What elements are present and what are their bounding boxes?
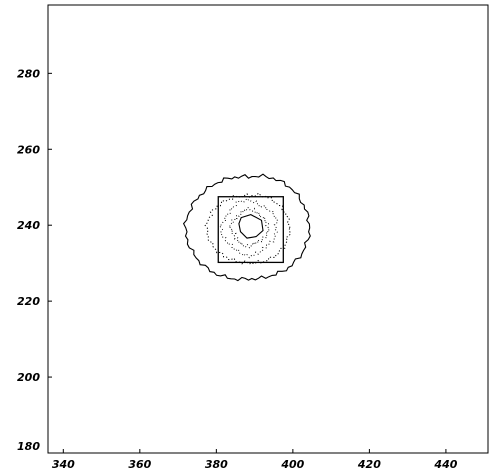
region-box [217, 196, 284, 264]
contour-outer [182, 173, 311, 282]
y-tick-label: 240 [17, 219, 40, 232]
contour-middle [204, 192, 292, 265]
x-tick-label: 420 [357, 458, 381, 471]
contour-lines [182, 173, 311, 282]
x-tick-label: 360 [128, 458, 151, 471]
y-tick-label: 280 [17, 67, 40, 80]
y-tick-label: 260 [17, 143, 40, 156]
x-tick-label: 380 [205, 458, 228, 471]
y-axis-ticks: 200 220 240 260 280 180 [17, 67, 52, 454]
contour-dotted-inner [227, 206, 271, 249]
x-tick-label: 400 [280, 458, 304, 471]
x-axis-ticks: 340 360 380 400 420 440 [52, 449, 458, 471]
contour-dotted-inner [218, 197, 279, 259]
y-tick-label: 180 [17, 440, 40, 453]
x-tick-label: 440 [433, 458, 457, 471]
y-tick-label: 200 [17, 371, 40, 384]
plot-frame [47, 4, 489, 454]
x-tick-label: 340 [52, 458, 75, 471]
contour-inner [238, 214, 264, 239]
y-tick-label: 220 [17, 295, 40, 308]
